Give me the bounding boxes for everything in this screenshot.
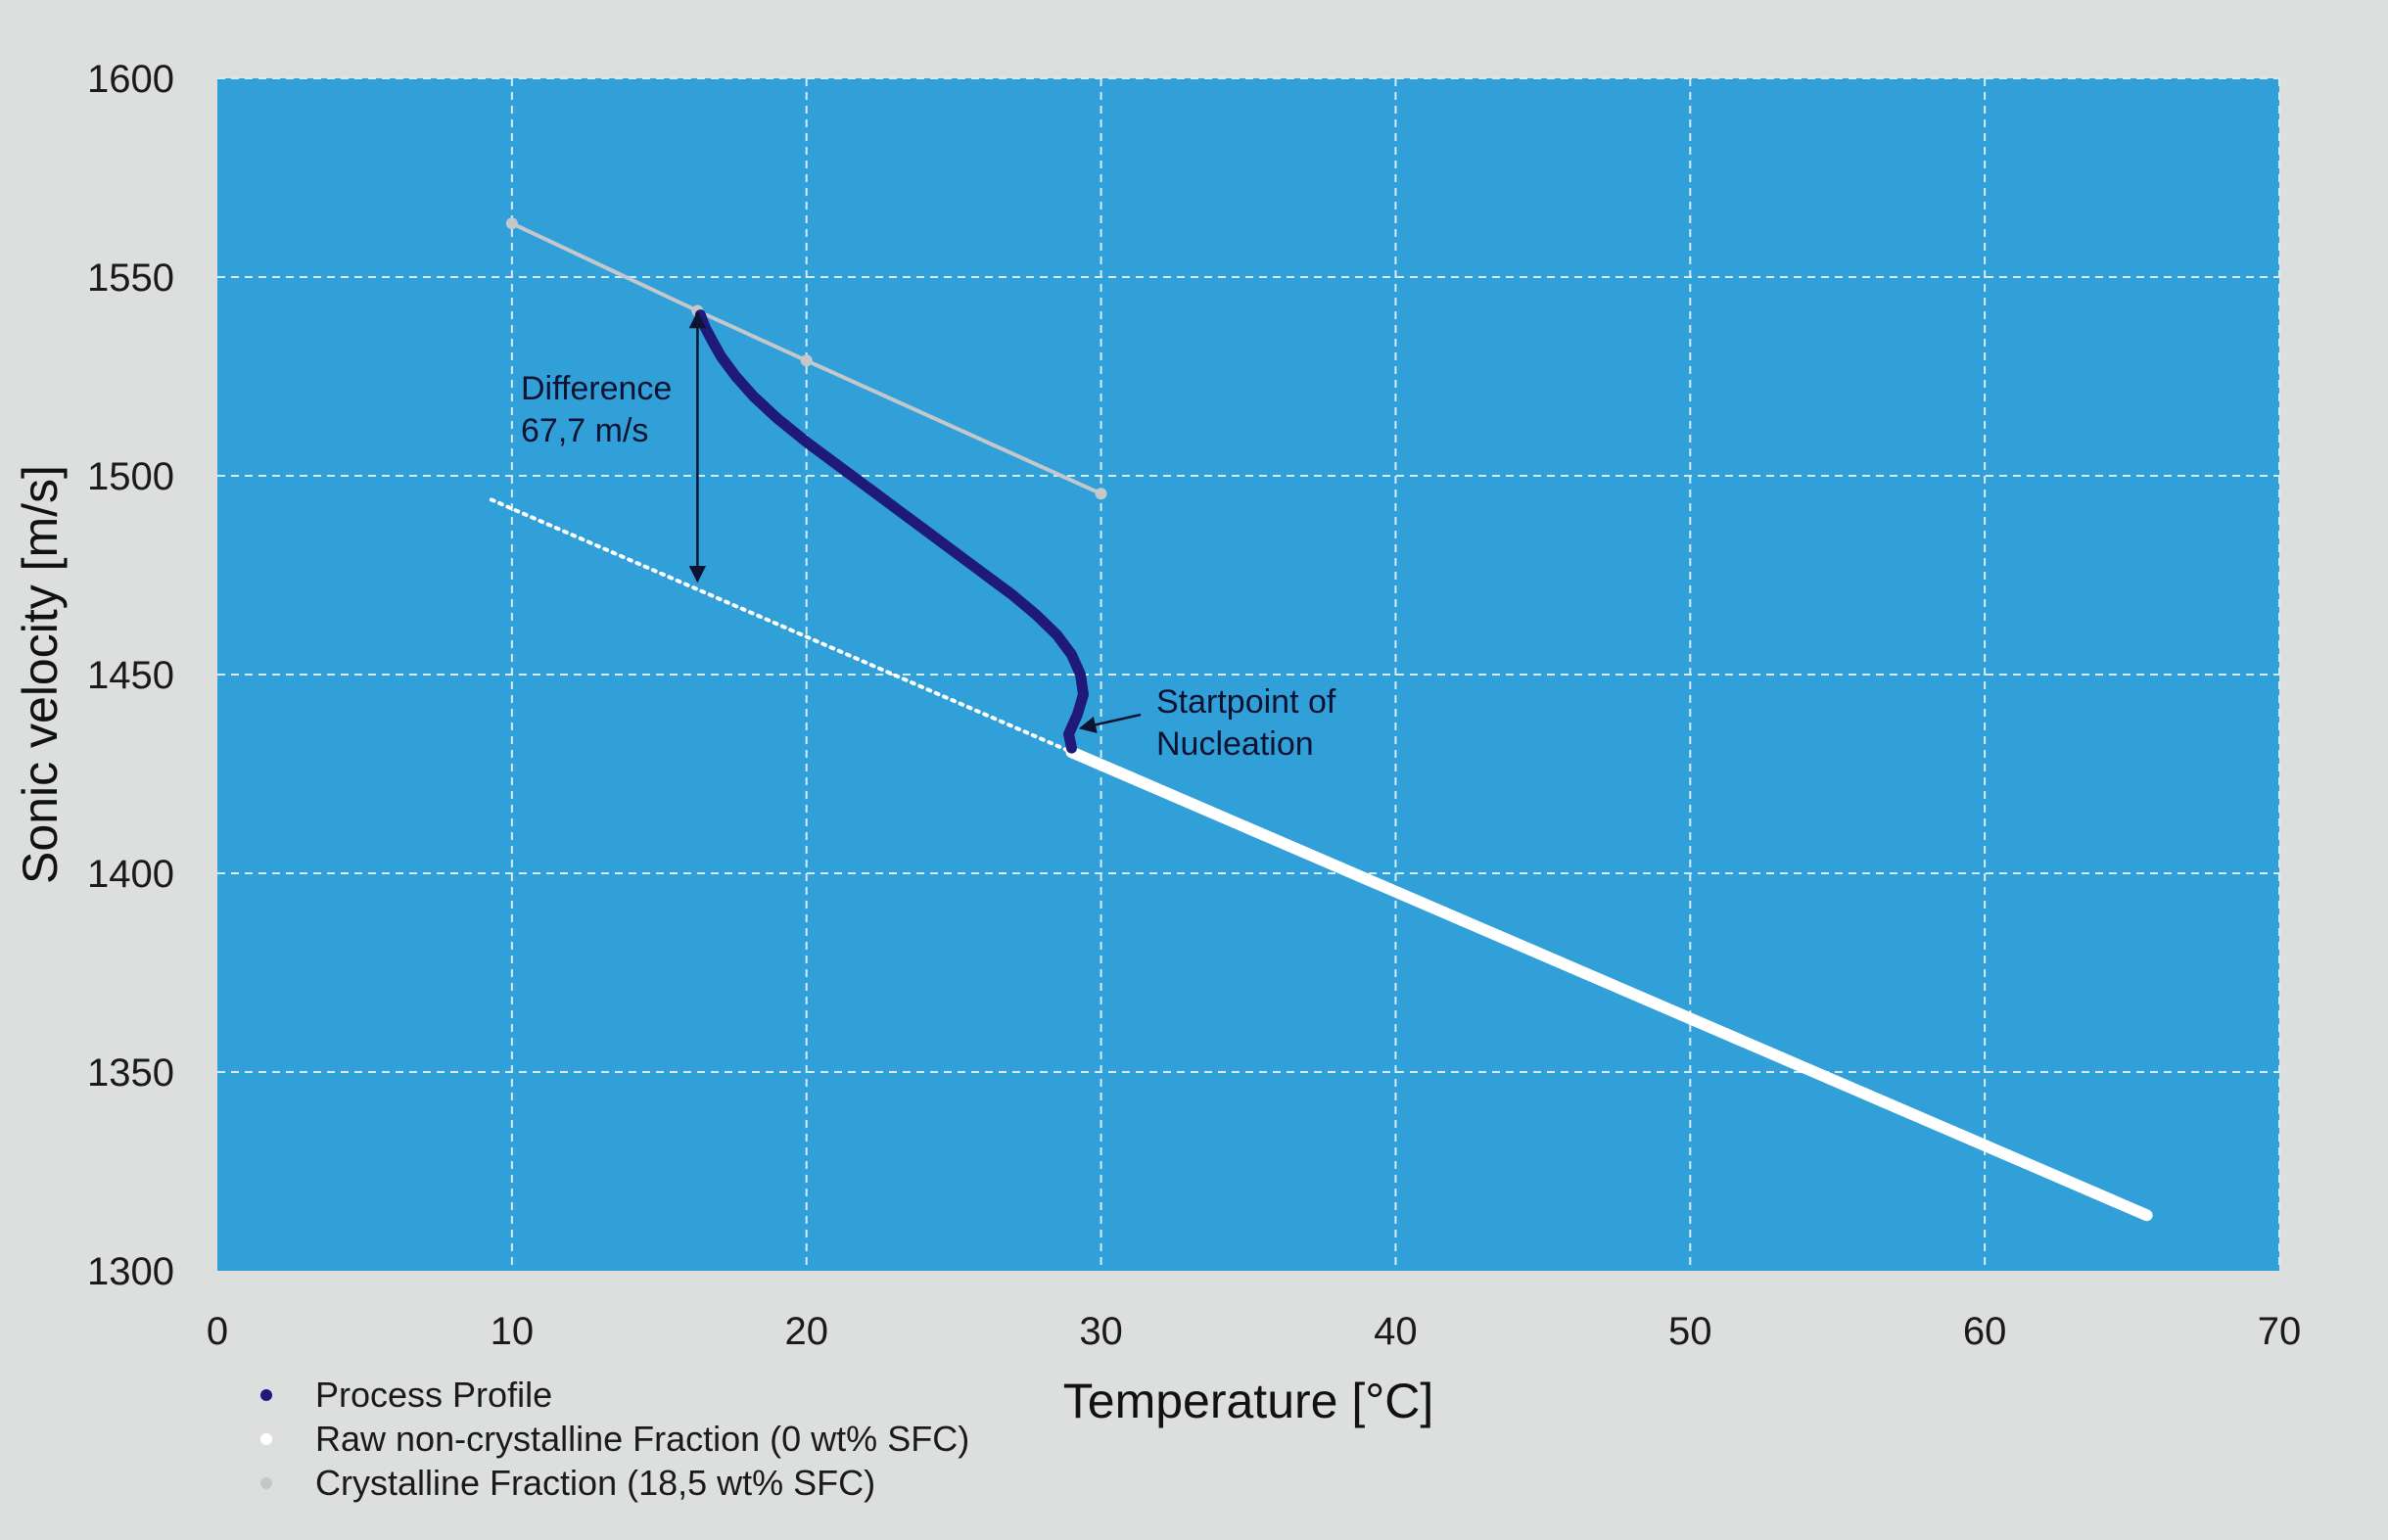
difference-label: Difference — [521, 370, 672, 407]
grid-lines — [217, 77, 2280, 1271]
x-tick-label: 40 — [1374, 1310, 1418, 1353]
legend-label-crystalline-fraction: Crystalline Fraction (18,5 wt% SFC) — [315, 1463, 875, 1503]
legend-marker-raw-fraction — [260, 1433, 272, 1445]
y-tick-label: 1350 — [87, 1051, 174, 1095]
x-tick-label: 70 — [2258, 1310, 2302, 1353]
y-tick-label: 1300 — [87, 1250, 174, 1293]
y-tick-label: 1500 — [87, 455, 174, 498]
legend-marker-process-profile — [260, 1389, 272, 1401]
y-axis-tick-labels: 1300 1350 1400 1450 1500 1550 1600 — [87, 58, 174, 1293]
x-tick-label: 30 — [1079, 1310, 1123, 1353]
nucleation-label: Startpoint of — [1156, 683, 1336, 721]
x-tick-label: 0 — [207, 1310, 228, 1353]
x-tick-label: 20 — [784, 1310, 828, 1353]
legend-marker-crystalline-fraction — [260, 1477, 272, 1489]
legend-label-process-profile: Process Profile — [315, 1375, 552, 1415]
raw-fraction-extrapolation-line — [489, 497, 1074, 755]
series-layer — [489, 217, 2153, 1222]
legend-label-raw-fraction: Raw non-crystalline Fraction (0 wt% SFC) — [315, 1419, 969, 1459]
annotation-layer: Difference 67,7 m/s Startpoint of Nucleatio… — [521, 310, 1336, 763]
crystalline-fraction-point — [505, 217, 518, 230]
crystalline-fraction-point — [800, 354, 813, 367]
y-tick-label: 1450 — [87, 654, 174, 697]
y-tick-label: 1400 — [87, 853, 174, 896]
x-tick-label: 10 — [491, 1310, 535, 1353]
x-axis-title: Temperature [°C] — [1063, 1374, 1433, 1428]
y-tick-label: 1550 — [87, 257, 174, 300]
difference-label: 67,7 m/s — [521, 412, 648, 449]
crystalline-fraction-line — [511, 221, 1102, 496]
nucleation-label: Nucleation — [1156, 725, 1314, 763]
nucleation-arrow — [1078, 713, 1142, 733]
raw-fraction-line — [1065, 746, 2153, 1222]
x-axis-tick-labels: 0 10 20 30 40 50 60 70 — [207, 1310, 2301, 1353]
y-axis-title: Sonic velocity [m/s] — [13, 465, 68, 884]
legend: Process Profile Raw non-crystalline Frac… — [260, 1375, 969, 1503]
crystalline-fraction-point — [1095, 488, 1107, 500]
process-profile-line — [694, 309, 1089, 754]
y-tick-label: 1600 — [87, 58, 174, 101]
x-tick-label: 50 — [1668, 1310, 1712, 1353]
x-tick-label: 60 — [1963, 1310, 2007, 1353]
